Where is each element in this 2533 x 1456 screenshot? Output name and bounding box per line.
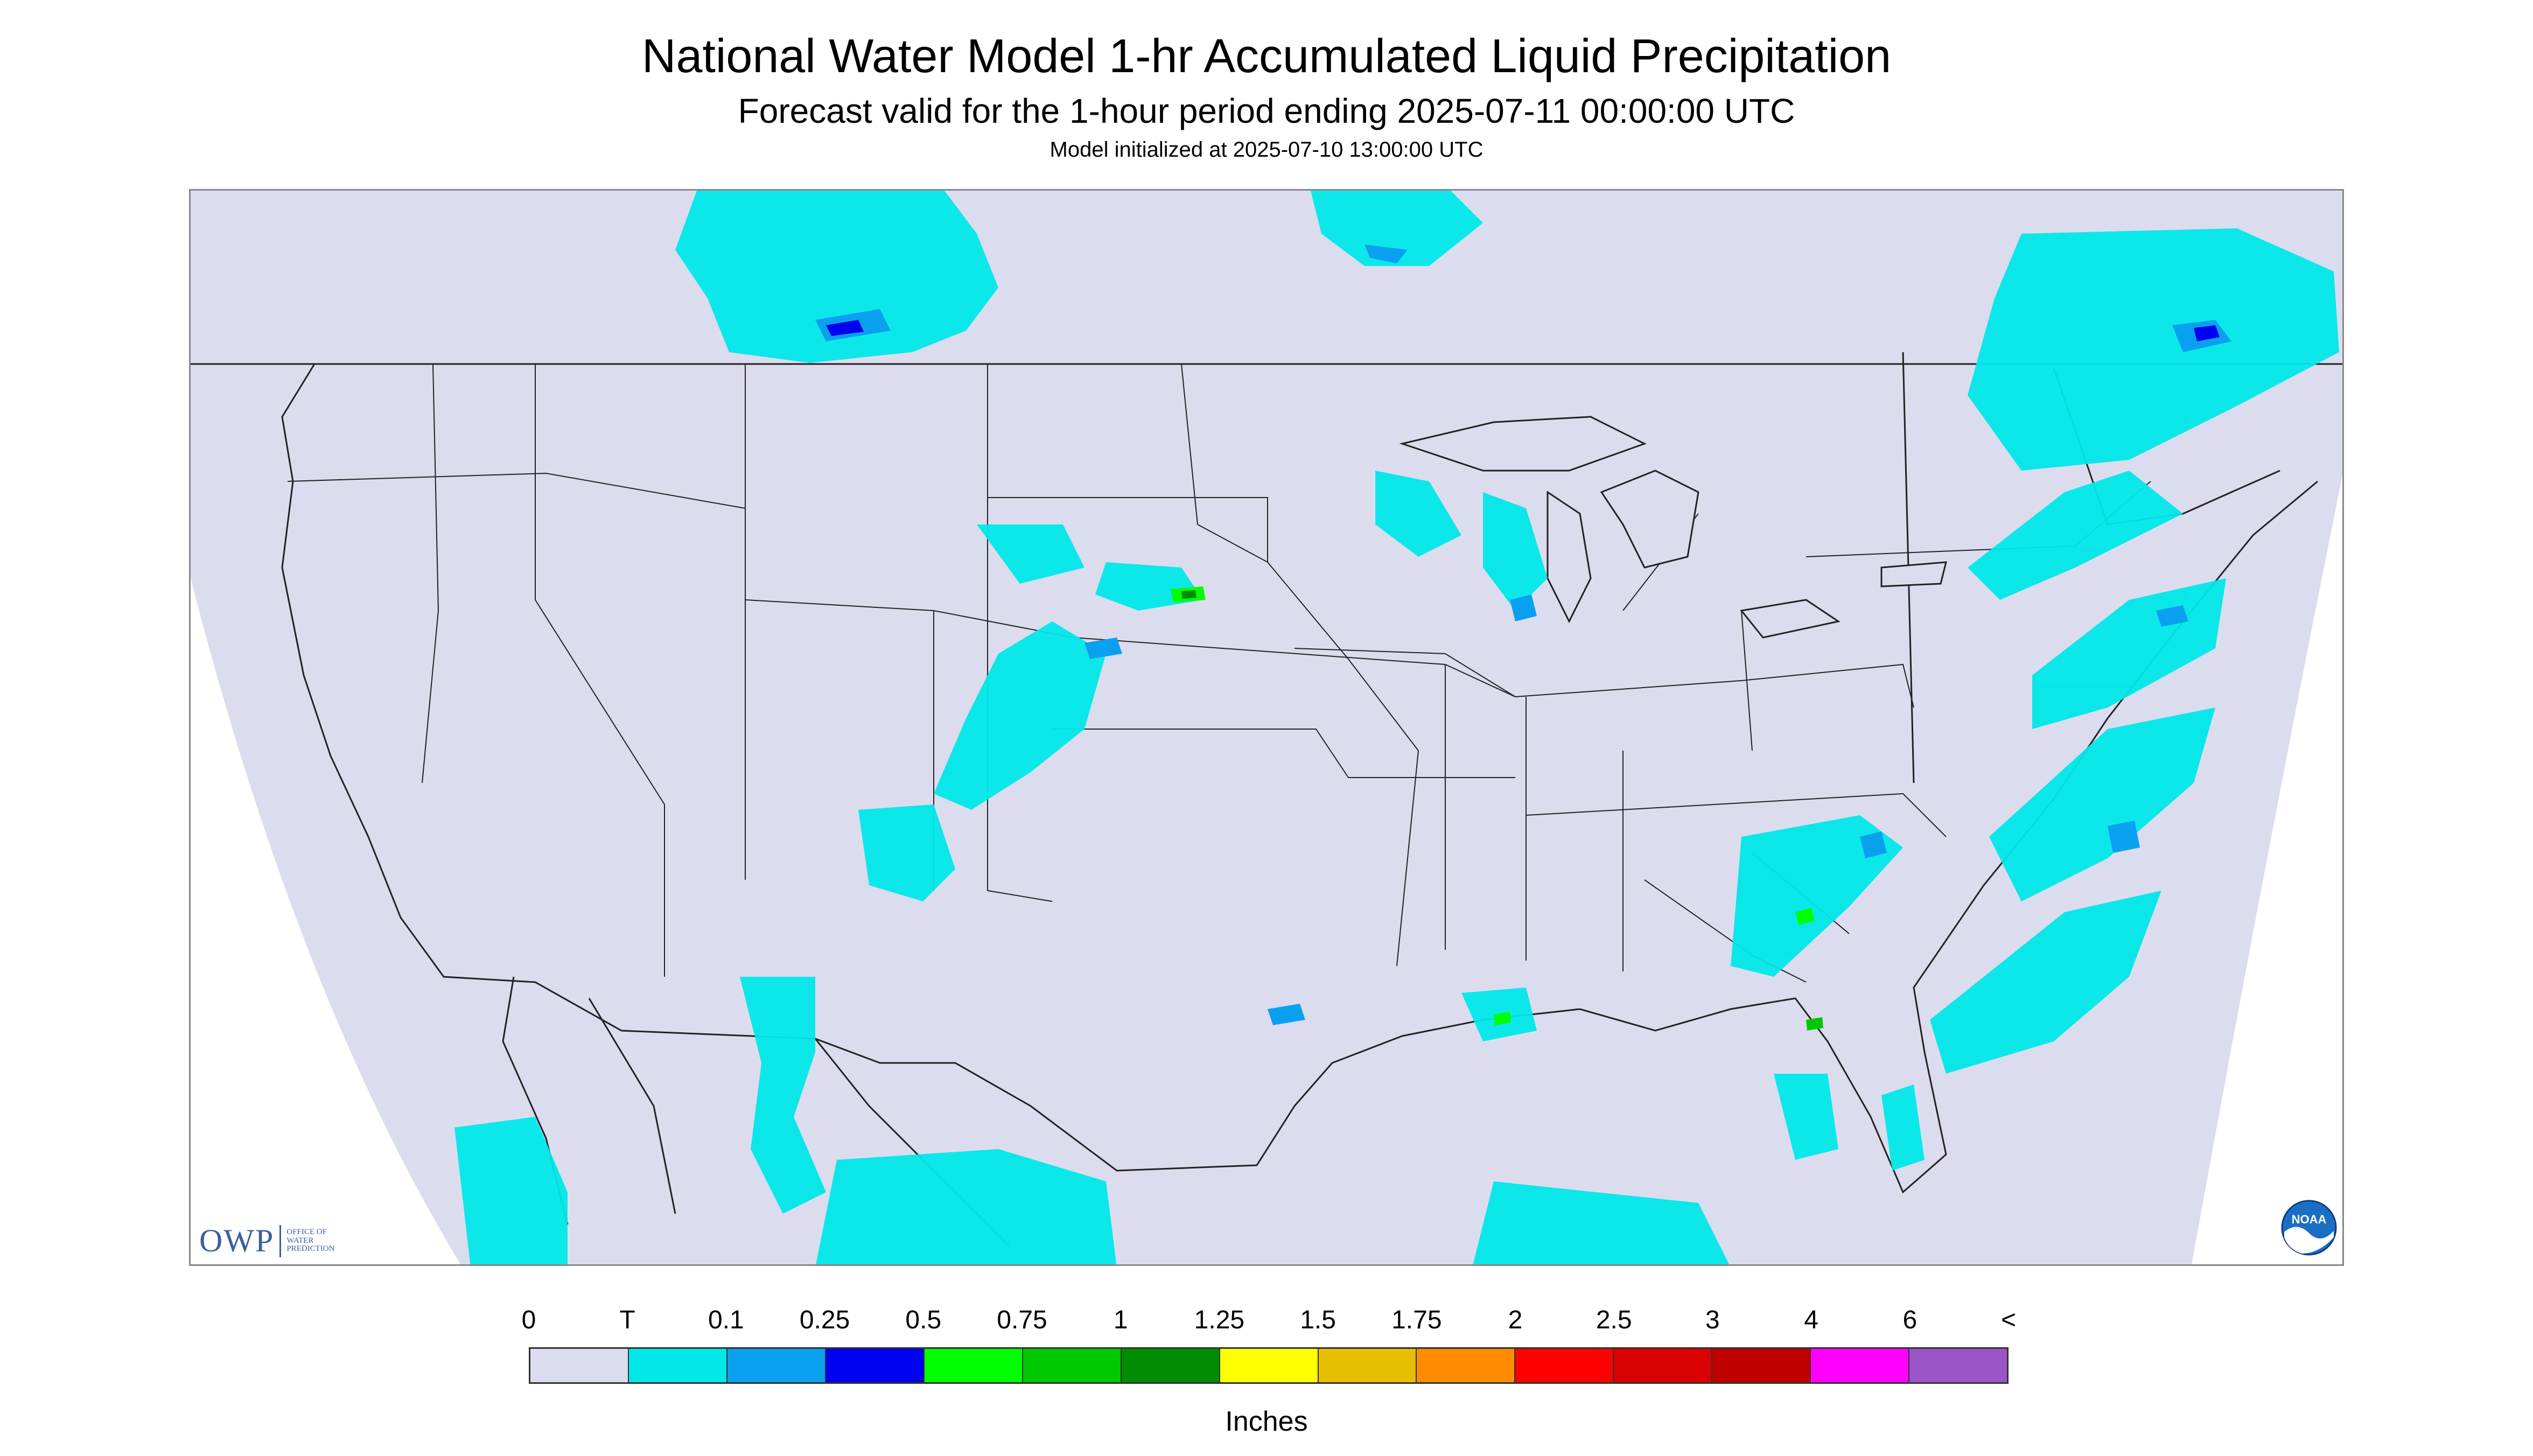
legend-tick-label: 6: [1902, 1306, 1918, 1334]
owp-logo-subtext: OFFICE OF WATER PREDICTION: [286, 1227, 335, 1254]
legend-tick-label: 0.25: [799, 1306, 850, 1334]
map-canvas: [191, 191, 2342, 1264]
legend-swatch: [1220, 1349, 1319, 1382]
legend-tick-label: 0.1: [708, 1306, 744, 1334]
legend-swatch: [530, 1349, 629, 1382]
precip-moderate: [815, 244, 2231, 1025]
legend-tick-label: 1.25: [1194, 1306, 1245, 1334]
legend-swatch: [1712, 1349, 1811, 1382]
legend-tick-label: T: [619, 1306, 635, 1334]
legend-swatch: [1121, 1349, 1220, 1382]
legend-swatch: [825, 1349, 925, 1382]
legend-swatch: [1614, 1349, 1713, 1382]
legend-swatch: [1318, 1349, 1417, 1382]
legend-tick-label: 1.75: [1391, 1306, 1442, 1334]
noaa-logo-icon: NOAA: [2281, 1200, 2337, 1256]
precip-heavy: [1171, 586, 1823, 1031]
legend-swatch: [1023, 1349, 1122, 1382]
legend-tick-label: 1.5: [1300, 1306, 1336, 1334]
legend-units: Inches: [1225, 1406, 1308, 1437]
legend-swatch: [1811, 1349, 1910, 1382]
great-lakes: [1399, 416, 1947, 639]
svg-text:NOAA: NOAA: [2292, 1213, 2327, 1226]
map-subtitle: Forecast valid for the 1-hour period end…: [738, 92, 1795, 130]
legend-swatch: [1909, 1349, 2007, 1382]
legend-tick-label: 4: [1804, 1306, 1818, 1334]
precip-trace: [454, 191, 2339, 1264]
precipitation-map[interactable]: [189, 189, 2344, 1266]
legend-tick-label: 2: [1508, 1306, 1523, 1334]
legend-swatch: [727, 1349, 826, 1382]
owp-logo: OWP OFFICE OF WATER PREDICTION: [199, 1222, 335, 1259]
owp-logo-text: OWP: [199, 1223, 275, 1258]
precipitation-legend: [529, 1347, 2009, 1384]
owp-logo-divider: [279, 1224, 282, 1257]
legend-swatch: [1515, 1349, 1614, 1382]
legend-tick-label: <: [2000, 1306, 2017, 1334]
legend-swatch: [924, 1349, 1023, 1382]
legend-swatch: [628, 1349, 727, 1382]
legend-tick-label: 3: [1705, 1306, 1720, 1334]
legend-tick-label: 0.5: [905, 1306, 942, 1334]
map-title: National Water Model 1-hr Accumulated Li…: [641, 29, 1892, 82]
legend-swatch: [1417, 1349, 1516, 1382]
legend-tick-label: 0: [521, 1306, 536, 1334]
legend-tick-label: 2.5: [1596, 1306, 1632, 1334]
legend-tick-label: 0.75: [997, 1306, 1047, 1334]
model-init-time: Model initialized at 2025-07-10 13:00:00…: [1049, 138, 1484, 162]
legend-tick-label: 1: [1113, 1306, 1128, 1334]
model-domain: [191, 191, 2342, 1264]
